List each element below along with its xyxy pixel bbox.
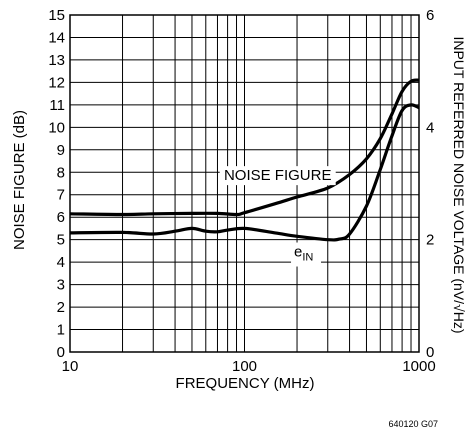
series-line-noise-figure (69, 78, 420, 217)
y-tick-label: 4 (57, 254, 65, 271)
y2-axis-label: INPUT REFERRED NOISE VOLTAGE (nV/√Hz) (451, 36, 467, 333)
y-tick-label: 2 (57, 299, 65, 316)
figure-id: 640120 G07 (388, 419, 438, 429)
y-tick-label: 9 (57, 142, 65, 159)
y-tick-label: 11 (49, 97, 65, 114)
x-tick-label: 100 (232, 358, 257, 375)
y-tick-label: 10 (48, 119, 65, 136)
series-label-ein-main: e (294, 244, 302, 261)
x-tick-label: 10 (62, 358, 79, 375)
y-axis-label: NOISE FIGURE (dB) (11, 110, 28, 250)
series-label-noise-figure: NOISE FIGURE (219, 166, 336, 186)
y-tick-label: 6 (57, 209, 65, 226)
y-tick-label: 8 (57, 164, 65, 181)
series-layer (69, 78, 420, 242)
y-tick-label: 7 (57, 187, 65, 204)
y-tick-label: 0 (57, 344, 65, 361)
y-tick-label: 3 (57, 277, 65, 294)
series-label-ein-text: eIN (294, 244, 313, 264)
plot-frame (69, 14, 420, 353)
y-tick-label: 13 (48, 52, 65, 69)
x-axis-label: FREQUENCY (MHz) (176, 375, 315, 392)
x-tick-label: 1000 (402, 358, 435, 375)
series-line-ein (69, 103, 420, 242)
series-label-ein: eIN (291, 242, 322, 267)
y2-tick-label: 4 (426, 119, 434, 136)
y-tick-label: 12 (48, 74, 65, 91)
y-tick-label: 15 (48, 7, 65, 24)
y2-tick-label: 0 (426, 344, 434, 361)
y-tick-label: 14 (48, 29, 65, 46)
y-tick-label: 1 (57, 322, 65, 339)
series-label-noise-figure-text: NOISE FIGURE (224, 167, 332, 184)
y2-tick-label: 6 (426, 7, 434, 24)
series-label-ein-subscript: IN (302, 252, 313, 264)
y-tick-label: 5 (57, 232, 65, 249)
y2-tick-label: 2 (426, 232, 434, 249)
